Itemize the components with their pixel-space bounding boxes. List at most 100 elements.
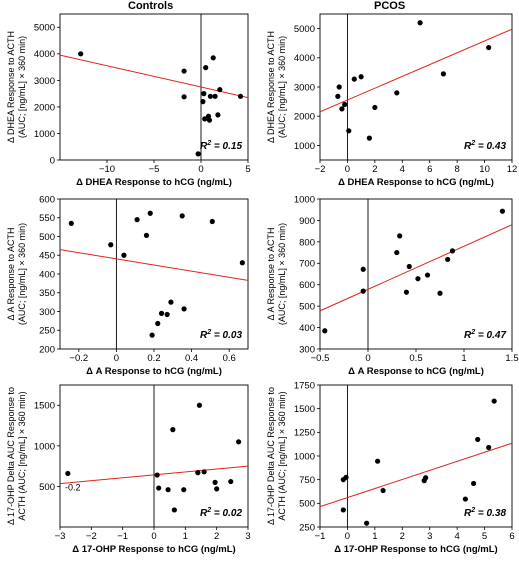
x-tick-label: 0	[114, 353, 119, 364]
r-squared-symbol: R	[200, 330, 208, 341]
x-tick-label: 0	[345, 531, 350, 542]
r-squared-symbol: R	[464, 141, 472, 152]
r-squared-label: R2 = 0.43	[464, 140, 506, 152]
chart-panel-6: −1 0 1 2 3 4 5 6 250 500 750 1000 1250 1500 1750 Δ 17-O…	[266, 380, 515, 555]
data-point	[121, 252, 127, 258]
data-point	[164, 311, 170, 318]
x-tick-label: −3	[55, 531, 66, 542]
data-point	[360, 266, 366, 272]
data-point	[445, 256, 451, 263]
plot-frame	[319, 384, 513, 528]
x-tick-label: 5	[482, 531, 487, 542]
y-tick-label: 500	[299, 302, 315, 313]
y-axis-label: ACTH (AUC; [ng/mL] × 360 min)	[277, 391, 287, 520]
y-tick-label: 500	[39, 482, 55, 493]
r-squared-value: = 0.47	[475, 330, 506, 341]
data-point	[342, 101, 348, 108]
x-tick-label: 6	[427, 164, 432, 175]
data-point	[239, 260, 245, 266]
r-squared-value: = 0.15	[211, 141, 242, 152]
data-point	[201, 469, 207, 475]
stray-annotation: -0.2	[65, 482, 81, 492]
data-point	[134, 217, 140, 223]
x-axis-label: Δ A Response to hCG (ng/mL)	[86, 366, 222, 377]
chart-panel-1: −10 −5 0 5 0 1000 2000 3000 4000 5000 Δ DHEA Respo…	[6, 13, 251, 188]
data-point	[209, 218, 215, 225]
x-tick-label: −1	[315, 531, 326, 542]
x-tick-label: −1	[117, 531, 128, 542]
data-point	[440, 71, 447, 77]
x-axis-label: Δ A Response to hCG (ng/mL)	[348, 366, 484, 377]
x-tick-label: 1	[461, 353, 466, 364]
x-axis-label: Δ 17-OHP Response to hCG (ng/mL)	[334, 544, 497, 555]
y-tick-label: 300	[299, 344, 315, 355]
data-point	[195, 470, 201, 476]
x-tick-label: 0.4	[185, 353, 198, 364]
data-point	[423, 475, 429, 481]
y-tick-label: 4000	[34, 49, 55, 60]
chart-panel-4: −0.5 0 0.5 1 1.5 300 400 500 600 700 800 900 1000 Δ A…	[266, 194, 519, 377]
data-point	[366, 135, 372, 141]
r-squared-exponent: 2	[470, 329, 475, 336]
r-squared-value: = 0.43	[475, 141, 506, 152]
x-tick-label: 2	[400, 531, 405, 542]
data-point	[181, 487, 187, 493]
data-point	[214, 486, 220, 492]
data-point	[417, 20, 423, 26]
data-point	[143, 232, 150, 238]
data-point	[212, 479, 218, 485]
x-tick-label: 0	[198, 164, 203, 175]
y-tick-label: 1000	[34, 441, 55, 452]
y-axis-label: ACTH (AUC; [ng/mL] × 360 min)	[17, 391, 27, 520]
y-tick-label: 250	[299, 522, 315, 533]
x-tick-label: 1	[372, 531, 377, 542]
x-axis-label: Δ DHEA Response to hCG (ng/mL)	[76, 177, 232, 188]
x-tick-label: 4	[400, 164, 405, 175]
data-point	[237, 93, 244, 99]
data-point	[206, 117, 213, 123]
y-tick-label: 3000	[294, 82, 315, 93]
plot-frame	[319, 198, 513, 350]
plot-frame	[59, 198, 249, 350]
data-point	[449, 248, 456, 254]
data-point	[200, 99, 206, 105]
x-tick-label: 0	[151, 531, 156, 542]
data-point	[336, 84, 342, 90]
data-point	[165, 487, 171, 493]
data-point	[499, 208, 505, 214]
data-point	[236, 439, 242, 445]
y-tick-label: 450	[39, 251, 55, 262]
x-tick-label: 2	[214, 531, 219, 542]
x-tick-label: 6	[509, 531, 514, 542]
data-point	[147, 210, 153, 216]
x-tick-label: 0.5	[409, 353, 422, 364]
y-tick-label: 600	[299, 280, 315, 291]
data-point	[212, 93, 218, 99]
data-point	[486, 44, 492, 51]
data-point	[156, 485, 162, 491]
r-squared-symbol: R	[200, 141, 208, 152]
x-tick-label: 3	[245, 531, 250, 542]
data-point	[155, 320, 161, 327]
x-tick-label: 5	[245, 164, 250, 175]
y-tick-label: 800	[299, 237, 315, 248]
x-axis-label: Δ DHEA Response to hCG (ng/mL)	[338, 177, 494, 188]
data-point	[403, 289, 409, 295]
y-tick-label: 1000	[34, 129, 55, 140]
data-point	[179, 213, 185, 219]
data-point	[491, 398, 497, 404]
data-point	[170, 427, 176, 433]
y-tick-label: 1000	[294, 194, 315, 205]
x-tick-label: 0	[365, 353, 370, 364]
data-point	[201, 91, 207, 97]
data-point	[217, 87, 223, 93]
header-controls: Controls	[128, 0, 174, 12]
data-point	[181, 68, 187, 74]
data-point	[358, 74, 364, 80]
data-point	[486, 444, 492, 451]
y-tick-label: 200	[39, 344, 55, 355]
y-tick-label: 1250	[294, 428, 315, 439]
r-squared-label: R2 = 0.02	[200, 507, 242, 519]
data-point	[372, 104, 378, 111]
x-tick-label: 1.5	[505, 353, 518, 364]
